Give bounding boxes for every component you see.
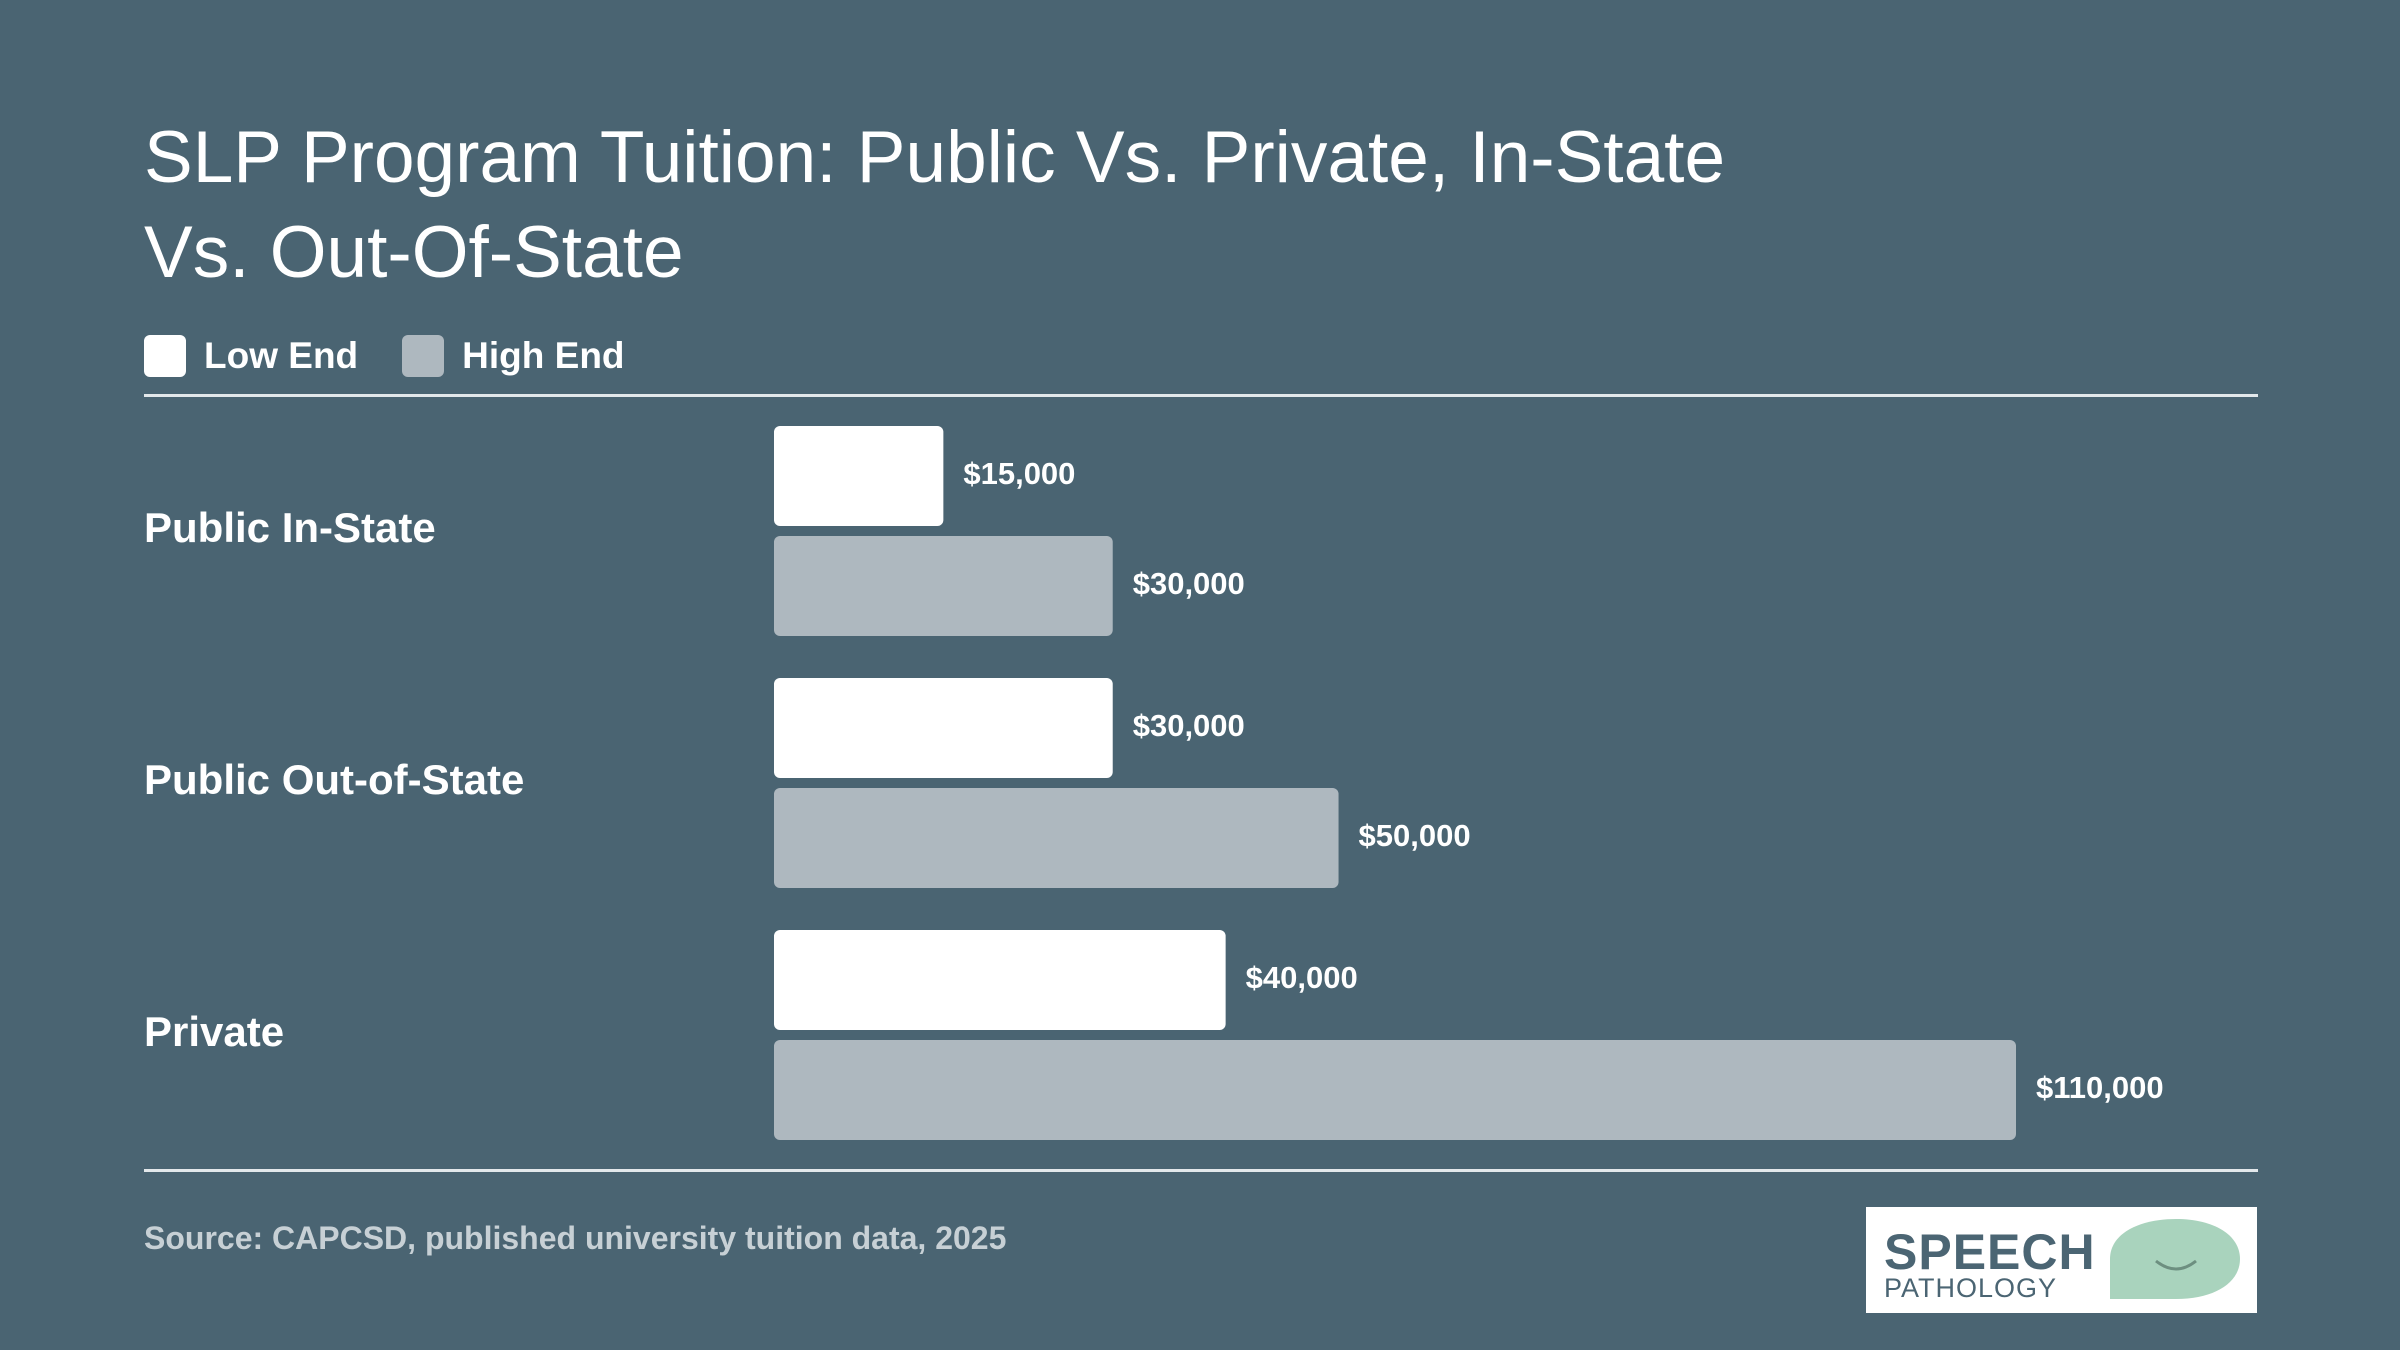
value-label-high-end-public-out-of-state: $50,000	[1359, 818, 1471, 853]
chart-title: SLP Program Tuition: Public Vs. Private,…	[144, 117, 1726, 293]
value-label-high-end-public-in-state: $30,000	[1133, 566, 1245, 601]
legend-label-high-end: High End	[462, 335, 625, 376]
legend-swatch-high-end	[402, 335, 445, 377]
value-label-low-end-public-in-state: $15,000	[963, 456, 1075, 491]
legend-item-high-end: High End	[402, 335, 625, 377]
speech-pathology-logo: SPEECH PATHOLOGY	[1866, 1207, 2257, 1313]
category-label-public-in-state: Public In-State	[144, 504, 436, 551]
category-label-private: Private	[144, 1008, 284, 1055]
legend: Low End High End	[144, 334, 669, 378]
bar-high-end-public-in-state	[774, 536, 1113, 636]
bar-high-end-private	[774, 1040, 2016, 1140]
legend-item-low-end: Low End	[144, 335, 358, 377]
logo-text-speech: SPEECH	[1884, 1224, 2096, 1280]
bottom-divider	[144, 1169, 2258, 1172]
logo-text-pathology: PATHOLOGY	[1884, 1273, 2058, 1303]
bar-high-end-public-out-of-state	[774, 788, 1339, 888]
bar-low-end-public-in-state	[774, 426, 944, 526]
bar-low-end-private	[774, 930, 1226, 1030]
value-label-low-end-public-out-of-state: $30,000	[1133, 708, 1245, 743]
value-label-high-end-private: $110,000	[2036, 1070, 2164, 1105]
bar-low-end-public-out-of-state	[774, 678, 1113, 778]
source-note: Source: CAPCSD, published university tui…	[144, 1220, 1007, 1256]
category-label-public-out-of-state: Public Out-of-State	[144, 756, 524, 803]
legend-swatch-low-end	[144, 335, 186, 377]
top-divider	[144, 394, 2258, 397]
value-label-low-end-private: $40,000	[1246, 960, 1358, 995]
legend-label-low-end: Low End	[204, 335, 359, 376]
speech-bubble-icon	[2110, 1219, 2240, 1299]
